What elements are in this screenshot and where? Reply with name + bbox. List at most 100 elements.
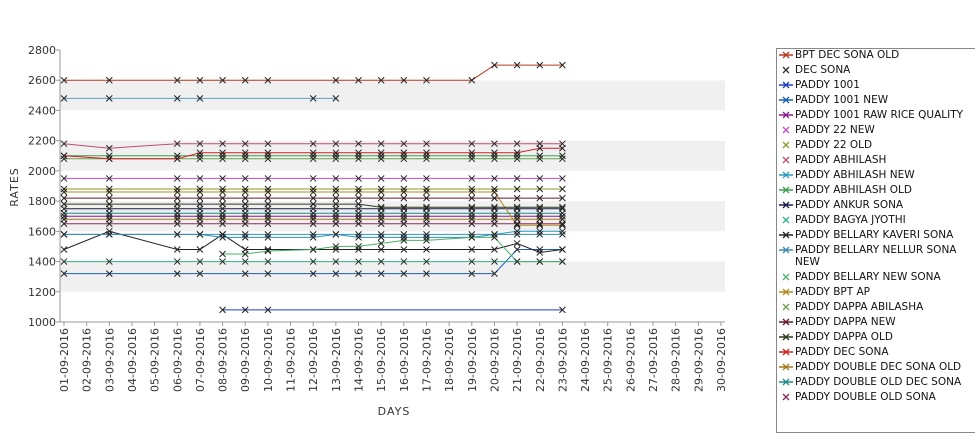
legend-label: PADDY ABHILASH OLD (795, 184, 912, 196)
data-point (423, 234, 430, 241)
data-point (196, 155, 204, 163)
data-point (400, 234, 408, 241)
data-point (264, 220, 272, 228)
legend-item: PADDY DOUBLE DEC SONA OLD (777, 361, 975, 373)
legend-label: PADDY 1001 RAW RICE QUALITY (795, 109, 964, 121)
x-tick-label: 02-09-2016 (81, 328, 94, 392)
x-tick-label: 24-09-2016 (579, 328, 592, 392)
series-paddy-dappa-new (60, 194, 566, 202)
legend-label: PADDY BELLARY KAVERI SONA (795, 229, 954, 241)
data-point (219, 175, 226, 182)
data-point (536, 231, 544, 238)
legend: BPT DEC SONA OLD DEC SONA PADDY 1001 PADDY … (776, 48, 975, 433)
x-tick-label: 25-09-2016 (602, 328, 615, 392)
data-point (173, 185, 181, 193)
data-point (60, 155, 68, 163)
data-point (309, 220, 317, 228)
data-point (173, 76, 181, 84)
data-point (400, 270, 408, 277)
data-point (264, 247, 272, 255)
data-point (173, 231, 181, 238)
data-point (309, 246, 317, 253)
data-point (423, 185, 430, 193)
data-point (491, 175, 498, 182)
data-point (196, 231, 204, 238)
data-point (173, 95, 181, 102)
data-point (559, 220, 566, 228)
data-point (173, 200, 181, 208)
data-point (491, 149, 498, 157)
data-point (60, 209, 68, 217)
legend-item: PADDY 22 OLD (777, 139, 975, 151)
data-point (264, 212, 272, 220)
legend-marker-icon (779, 333, 793, 341)
data-point (355, 270, 362, 277)
legend-item: PADDY ANKUR SONA (777, 199, 975, 211)
legend-label: PADDY DOUBLE OLD SONA (795, 391, 936, 403)
legend-marker-icon (782, 141, 790, 149)
x-tick-label: 08-09-2016 (217, 328, 230, 392)
data-point (332, 231, 340, 238)
legend-label: DEC SONA (795, 64, 851, 76)
data-point (60, 270, 68, 277)
data-point (400, 258, 408, 265)
data-point (491, 212, 498, 220)
data-point (196, 200, 204, 208)
data-point (60, 185, 68, 193)
legend-label: PADDY BPT AP (795, 286, 870, 298)
y-tick-label: 2800 (28, 44, 56, 57)
data-point (559, 231, 566, 238)
data-point (105, 188, 113, 196)
grid-band (60, 170, 725, 202)
data-point (219, 231, 226, 238)
x-tick-label: 07-09-2016 (194, 328, 207, 392)
data-point (423, 175, 430, 182)
x-tick-label: 11-09-2016 (285, 328, 298, 392)
data-point (559, 212, 566, 220)
legend-label: PADDY DEC SONA (795, 346, 889, 358)
legend-label: PADDY ANKUR SONA (795, 199, 904, 211)
data-point (377, 220, 385, 228)
series-paddy-dappa-old (60, 200, 566, 211)
legend-marker-icon (779, 378, 793, 386)
legend-item: PADDY ABHILASH (777, 154, 975, 166)
legend-item: PADDY BELLARY NEW SONA (777, 271, 975, 283)
data-point (196, 140, 204, 148)
series-dec-sona (60, 95, 340, 102)
x-tick-label: 14-09-2016 (353, 328, 366, 392)
data-point (355, 185, 362, 193)
legend-marker-icon (779, 81, 793, 89)
data-point (536, 185, 544, 193)
data-point (332, 188, 340, 196)
data-point (559, 155, 566, 163)
series-paddy-22-new (60, 175, 566, 182)
data-point (559, 246, 566, 253)
legend-item: PADDY 1001 (777, 79, 975, 91)
series-line (63, 147, 563, 160)
data-point (264, 258, 272, 265)
data-point (60, 188, 68, 196)
data-point (60, 231, 68, 238)
legend-label: PADDY BELLARY NEW SONA (795, 271, 941, 283)
x-axis-title: DAYS (378, 405, 411, 418)
data-point (196, 76, 204, 84)
data-point (264, 175, 272, 182)
data-point (513, 203, 521, 211)
data-point (423, 194, 430, 202)
data-point (309, 194, 317, 202)
data-point (491, 155, 498, 163)
data-point (377, 149, 385, 157)
x-tick-label: 05-09-2016 (149, 328, 162, 392)
y-tick-label: 2200 (28, 135, 56, 148)
data-point (60, 258, 68, 265)
legend-item: PADDY DAPPA ABILASHA (777, 301, 975, 313)
legend-marker-icon (779, 51, 793, 59)
legend-marker-icon (779, 246, 793, 254)
data-point (468, 155, 476, 163)
data-point (355, 200, 362, 208)
data-point (309, 149, 317, 157)
legend-marker-icon (782, 273, 790, 281)
data-point (400, 188, 408, 196)
series-paddy-abhilash-old (60, 152, 566, 160)
data-point (60, 246, 68, 253)
